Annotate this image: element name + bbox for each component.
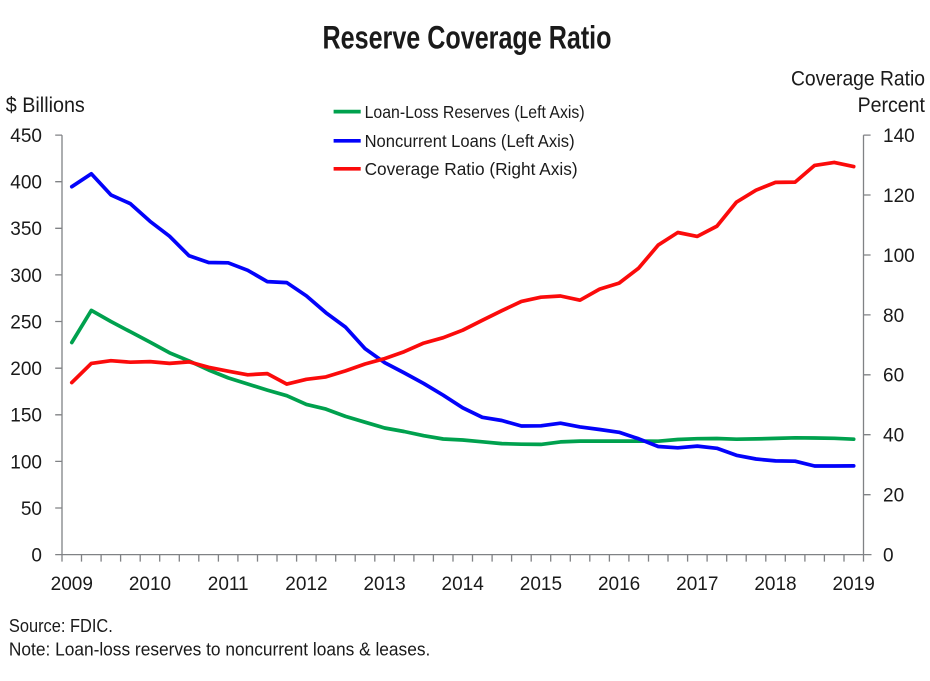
svg-text:Reserve Coverage Ratio: Reserve Coverage Ratio xyxy=(323,20,612,56)
svg-text:2014: 2014 xyxy=(442,574,485,595)
svg-text:Source: FDIC.: Source: FDIC. xyxy=(9,616,113,636)
svg-text:60: 60 xyxy=(883,366,904,387)
svg-text:350: 350 xyxy=(10,219,42,240)
svg-text:Percent: Percent xyxy=(858,94,926,117)
svg-text:100: 100 xyxy=(883,246,915,267)
svg-text:2016: 2016 xyxy=(598,574,640,595)
svg-text:2011: 2011 xyxy=(208,574,249,595)
svg-text:120: 120 xyxy=(883,186,915,207)
svg-text:20: 20 xyxy=(883,486,904,507)
svg-text:2015: 2015 xyxy=(520,574,562,595)
svg-text:2018: 2018 xyxy=(754,574,796,595)
svg-text:100: 100 xyxy=(10,452,42,473)
svg-text:2017: 2017 xyxy=(676,574,718,595)
svg-text:150: 150 xyxy=(10,406,42,427)
svg-text:2012: 2012 xyxy=(285,574,327,595)
svg-text:140: 140 xyxy=(883,126,915,147)
svg-text:250: 250 xyxy=(10,312,42,333)
svg-text:200: 200 xyxy=(10,359,42,380)
svg-text:400: 400 xyxy=(10,173,42,194)
svg-text:40: 40 xyxy=(883,426,904,447)
svg-text:2019: 2019 xyxy=(833,574,875,595)
svg-text:80: 80 xyxy=(883,306,904,327)
svg-text:Coverage Ratio (Right Axis): Coverage Ratio (Right Axis) xyxy=(365,159,578,179)
svg-text:Note: Loan-loss reserves to no: Note: Loan-loss reserves to noncurrent l… xyxy=(9,639,430,659)
svg-text:300: 300 xyxy=(10,266,42,287)
svg-text:50: 50 xyxy=(21,499,42,520)
svg-text:2009: 2009 xyxy=(51,574,93,595)
svg-text:0: 0 xyxy=(31,546,42,567)
svg-text:2013: 2013 xyxy=(363,574,405,595)
svg-text:450: 450 xyxy=(10,126,42,147)
svg-text:0: 0 xyxy=(883,546,894,567)
svg-text:Loan-Loss Reserves (Left Axis): Loan-Loss Reserves (Left Axis) xyxy=(365,102,585,122)
svg-text:Noncurrent Loans (Left Axis): Noncurrent Loans (Left Axis) xyxy=(365,131,575,151)
svg-text:$ Billions: $ Billions xyxy=(6,94,85,117)
svg-text:Coverage Ratio: Coverage Ratio xyxy=(791,68,925,91)
svg-text:2010: 2010 xyxy=(129,574,171,595)
